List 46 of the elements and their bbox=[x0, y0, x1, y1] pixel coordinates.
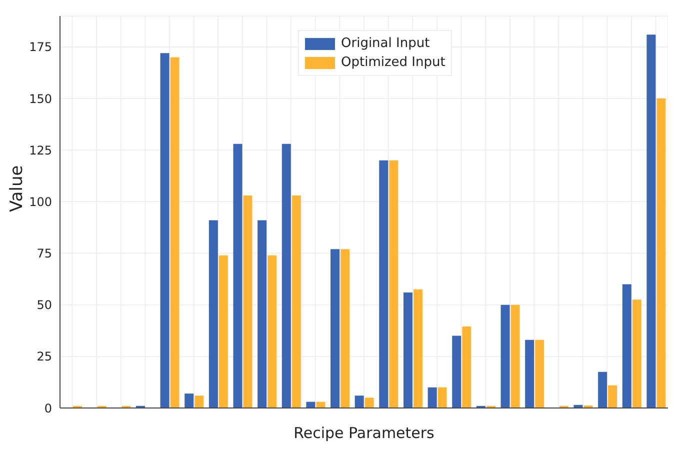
bar bbox=[598, 372, 608, 408]
bar bbox=[292, 195, 301, 408]
bar bbox=[330, 249, 340, 408]
bar bbox=[282, 144, 291, 408]
bar bbox=[340, 249, 350, 408]
bar bbox=[452, 336, 462, 408]
bar bbox=[622, 284, 632, 408]
y-tick-label: 100 bbox=[29, 194, 52, 209]
bar bbox=[258, 220, 267, 408]
bar bbox=[656, 98, 666, 408]
y-tick-label: 150 bbox=[29, 92, 52, 106]
bar bbox=[632, 300, 642, 408]
bar bbox=[438, 387, 447, 408]
x-axis-title: Recipe Parameters bbox=[294, 424, 435, 442]
bar bbox=[379, 160, 388, 408]
bar bbox=[160, 53, 170, 408]
y-tick-label: 75 bbox=[36, 246, 52, 261]
legend-label: Original Input bbox=[341, 36, 430, 51]
bar bbox=[194, 396, 204, 408]
bar bbox=[233, 144, 242, 408]
bar bbox=[525, 340, 534, 408]
bar bbox=[510, 304, 520, 408]
y-tick-label: 0 bbox=[44, 401, 52, 416]
bar bbox=[462, 326, 472, 408]
bar bbox=[389, 160, 398, 408]
legend-label: Optimized Input bbox=[341, 55, 446, 70]
y-axis-title: Value bbox=[7, 165, 28, 212]
bar bbox=[364, 398, 374, 408]
bar bbox=[413, 289, 422, 408]
y-tick-label: 175 bbox=[29, 40, 52, 54]
bar bbox=[403, 292, 412, 408]
bar bbox=[218, 255, 228, 408]
bar bbox=[608, 385, 618, 408]
bar bbox=[268, 255, 277, 408]
y-tick-label: 25 bbox=[36, 350, 52, 364]
bar bbox=[243, 195, 252, 408]
bar bbox=[354, 396, 364, 408]
bar bbox=[646, 34, 656, 408]
bar bbox=[500, 304, 510, 408]
bar bbox=[208, 220, 218, 408]
bar bbox=[184, 394, 194, 408]
bar bbox=[428, 387, 437, 408]
y-tick-label: 125 bbox=[29, 143, 52, 158]
bar bbox=[535, 340, 544, 408]
y-tick-label: 50 bbox=[36, 298, 52, 312]
bar bbox=[170, 57, 180, 408]
